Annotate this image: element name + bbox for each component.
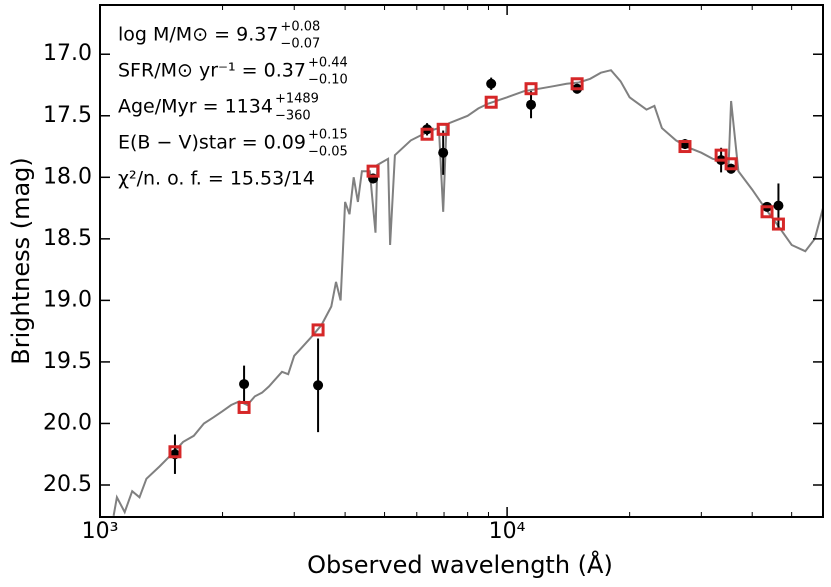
annotation: E(B − V)star = 0.09	[118, 132, 306, 154]
x-tick-label: 10³	[82, 519, 119, 544]
model-point	[366, 164, 380, 178]
observed-point	[239, 379, 250, 390]
annotation: Age/Myr = 1134	[118, 96, 273, 118]
x-tick-label: 10⁴	[489, 519, 526, 544]
model-point	[724, 157, 738, 171]
y-tick-label: 19.5	[43, 349, 92, 374]
model-point	[484, 95, 498, 109]
y-tick-label: 18.5	[43, 226, 92, 251]
y-tick-label: 17.0	[43, 41, 92, 66]
plot-frame	[99, 4, 824, 518]
model-point	[771, 217, 785, 231]
y-tick-label: 20.0	[43, 410, 92, 435]
annotation-sup: +0.44	[308, 56, 348, 71]
model-point	[760, 205, 774, 219]
model-point	[714, 148, 728, 162]
annotation-sup: +0.08	[280, 20, 320, 35]
y-tick-label: 20.5	[43, 472, 92, 497]
annotation-sub: −0.10	[308, 73, 348, 88]
model-point	[678, 140, 692, 154]
annotation: χ²/n. o. f. = 15.53/14	[118, 168, 315, 190]
annotations: log M/M⊙ = 9.37 +0.08 −0.07 SFR/M⊙ yr⁻¹ = 0…	[118, 20, 348, 190]
model-point	[436, 122, 450, 136]
y-axis-label: Brightness (mag)	[7, 157, 35, 365]
annotation-sup: +0.15	[308, 128, 348, 143]
ticks: 10³ 10⁴ 17.0 17.5 18.0 18.5 19.0 19.5 20.0 20.5	[43, 5, 823, 544]
y-tick-label: 18.0	[43, 164, 92, 189]
model-point	[524, 82, 538, 96]
model-point	[237, 400, 251, 414]
annotation-sub: −360	[275, 109, 311, 124]
model-point	[570, 77, 584, 91]
model-point	[311, 323, 325, 337]
x-axis-label: Observed wavelength (Å)	[307, 550, 613, 579]
annotation-sub: −0.07	[280, 37, 320, 52]
y-tick-label: 19.0	[43, 287, 92, 312]
observed-point	[526, 99, 537, 110]
annotation-sup: +1489	[275, 92, 319, 107]
observed-point	[773, 200, 784, 211]
model-point	[168, 445, 182, 459]
observed-point	[438, 147, 449, 158]
annotation-sub: −0.05	[308, 145, 348, 160]
model-point	[420, 127, 434, 141]
observed-point	[313, 380, 324, 391]
annotation: log M/M⊙ = 9.37	[118, 24, 278, 46]
annotation: SFR/M⊙ yr⁻¹ = 0.37	[118, 60, 306, 82]
observed-point	[486, 78, 497, 89]
y-tick-label: 17.5	[43, 103, 92, 128]
plot-area	[112, 69, 823, 516]
